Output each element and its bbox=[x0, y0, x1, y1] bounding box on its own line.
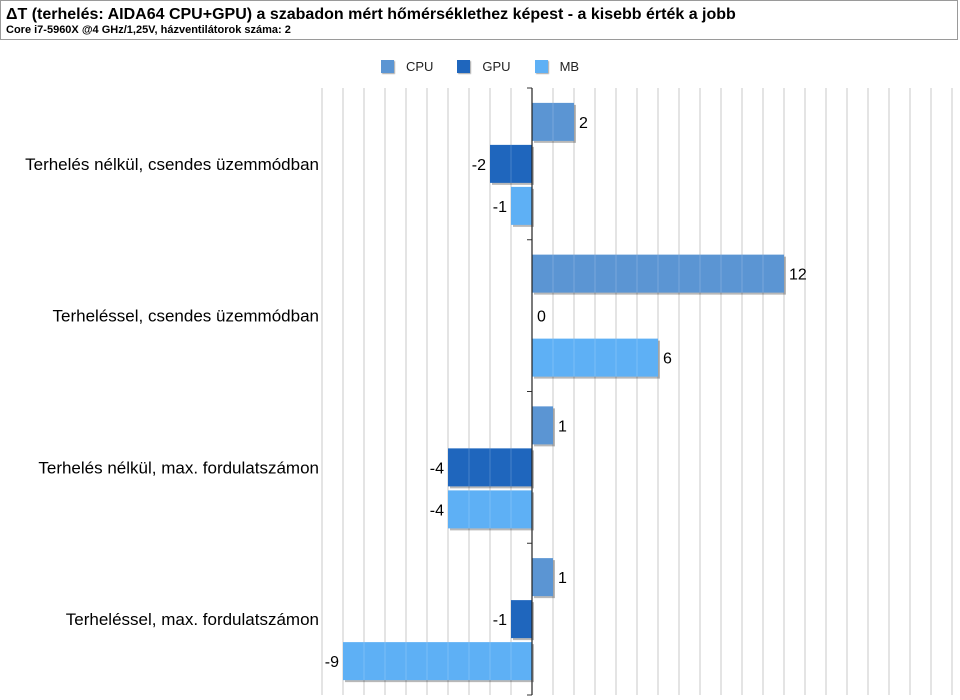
legend-item-mb: MB bbox=[534, 58, 580, 74]
data-label-cpu: 2 bbox=[579, 115, 588, 132]
data-label-mb: -9 bbox=[325, 654, 339, 671]
bar-mb bbox=[511, 186, 532, 225]
bar-cpu bbox=[532, 102, 574, 141]
category-label: Terheléssel, max. fordulatszámon bbox=[66, 610, 319, 629]
legend-swatch-gpu bbox=[457, 59, 471, 73]
legend: CPU GPU MB bbox=[0, 57, 960, 75]
data-label-gpu: 0 bbox=[537, 309, 546, 326]
legend-item-gpu: GPU bbox=[457, 58, 511, 74]
data-label-mb: 6 bbox=[663, 351, 672, 368]
data-label-cpu: 12 bbox=[789, 267, 807, 284]
bar-cpu bbox=[532, 558, 553, 597]
data-label-mb: -4 bbox=[430, 502, 444, 519]
chart-title: ΔT (terhelés: AIDA64 CPU+GPU) a szabadon… bbox=[6, 6, 736, 23]
category-label: Terhelés nélkül, max. fordulatszámon bbox=[38, 458, 319, 477]
bar-mb bbox=[343, 642, 532, 681]
data-label-gpu: -1 bbox=[493, 612, 507, 629]
legend-swatch-mb bbox=[534, 59, 548, 73]
category-label: Terheléssel, csendes üzemmódban bbox=[53, 307, 319, 326]
data-label-cpu: 1 bbox=[558, 570, 567, 587]
legend-label-mb: MB bbox=[559, 58, 580, 74]
data-label-cpu: 1 bbox=[558, 418, 567, 435]
bar-mb bbox=[532, 338, 658, 377]
data-label-mb: -1 bbox=[493, 199, 507, 216]
data-label-gpu: -2 bbox=[472, 157, 486, 174]
legend-label-cpu: CPU bbox=[405, 58, 434, 74]
bar-mb bbox=[448, 490, 532, 529]
bar-gpu bbox=[490, 144, 532, 183]
bar-gpu bbox=[511, 600, 532, 639]
bar-gpu bbox=[448, 448, 532, 487]
legend-swatch-cpu bbox=[380, 59, 394, 73]
chart-subtitle: Core i7-5960X @4 GHz/1,25V, házventiláto… bbox=[6, 24, 291, 36]
chart-title-box: ΔT (terhelés: AIDA64 CPU+GPU) a szabadon… bbox=[0, 0, 958, 40]
bar-cpu bbox=[532, 254, 784, 293]
legend-label-gpu: GPU bbox=[482, 58, 511, 74]
legend-item-cpu: CPU bbox=[380, 58, 434, 74]
data-label-gpu: -4 bbox=[430, 460, 444, 477]
category-label: Terhelés nélkül, csendes üzemmódban bbox=[25, 155, 319, 174]
bar-cpu bbox=[532, 406, 553, 445]
